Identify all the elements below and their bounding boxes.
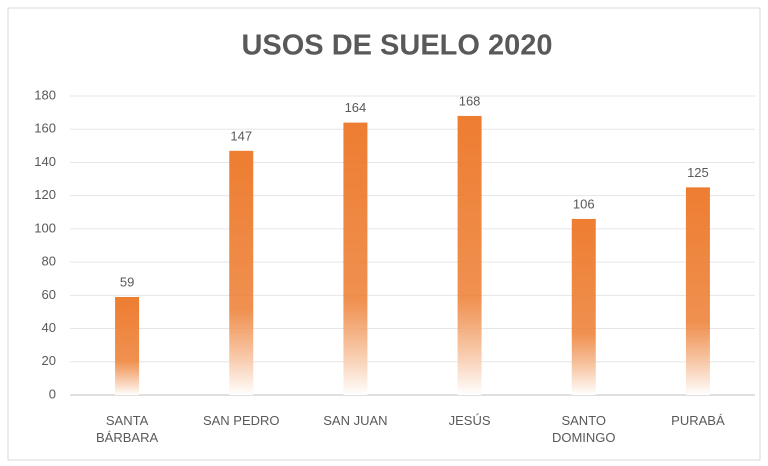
y-tick-label: 140 xyxy=(34,154,56,169)
x-tick-label: PURABÁ xyxy=(671,413,725,428)
x-tick-label: SAN PEDRO xyxy=(202,413,280,428)
y-tick-label: 20 xyxy=(42,353,56,368)
chart-border xyxy=(7,7,761,461)
bar xyxy=(229,150,254,395)
data-label: 168 xyxy=(459,93,481,108)
y-tick-label: 160 xyxy=(34,121,56,136)
x-tick-label: SAN JUAN xyxy=(323,413,388,428)
x-tick-label: JESÚS xyxy=(448,413,491,428)
bar xyxy=(457,115,482,395)
x-tick-label: SANTA BÁRBARA xyxy=(96,413,159,445)
data-label: 164 xyxy=(345,100,367,115)
data-label: 106 xyxy=(573,196,595,211)
data-label: 147 xyxy=(230,128,252,143)
y-tick-label: 60 xyxy=(42,287,56,302)
bar xyxy=(343,122,368,396)
chart-title: USOS DE SUELO 2020 xyxy=(241,30,552,62)
x-tick-label: SANTO DOMINGO xyxy=(551,413,616,445)
bar xyxy=(115,296,140,395)
y-tick-label: 0 xyxy=(49,386,56,401)
y-tick-label: 100 xyxy=(34,220,56,235)
data-label: 59 xyxy=(120,274,134,289)
y-tick-label: 120 xyxy=(34,187,56,202)
bar xyxy=(571,218,596,395)
y-tick-label: 40 xyxy=(42,320,56,335)
bar xyxy=(685,187,710,395)
y-tick-label: 180 xyxy=(34,87,56,102)
data-label: 125 xyxy=(687,165,709,180)
y-tick-label: 80 xyxy=(42,254,56,269)
